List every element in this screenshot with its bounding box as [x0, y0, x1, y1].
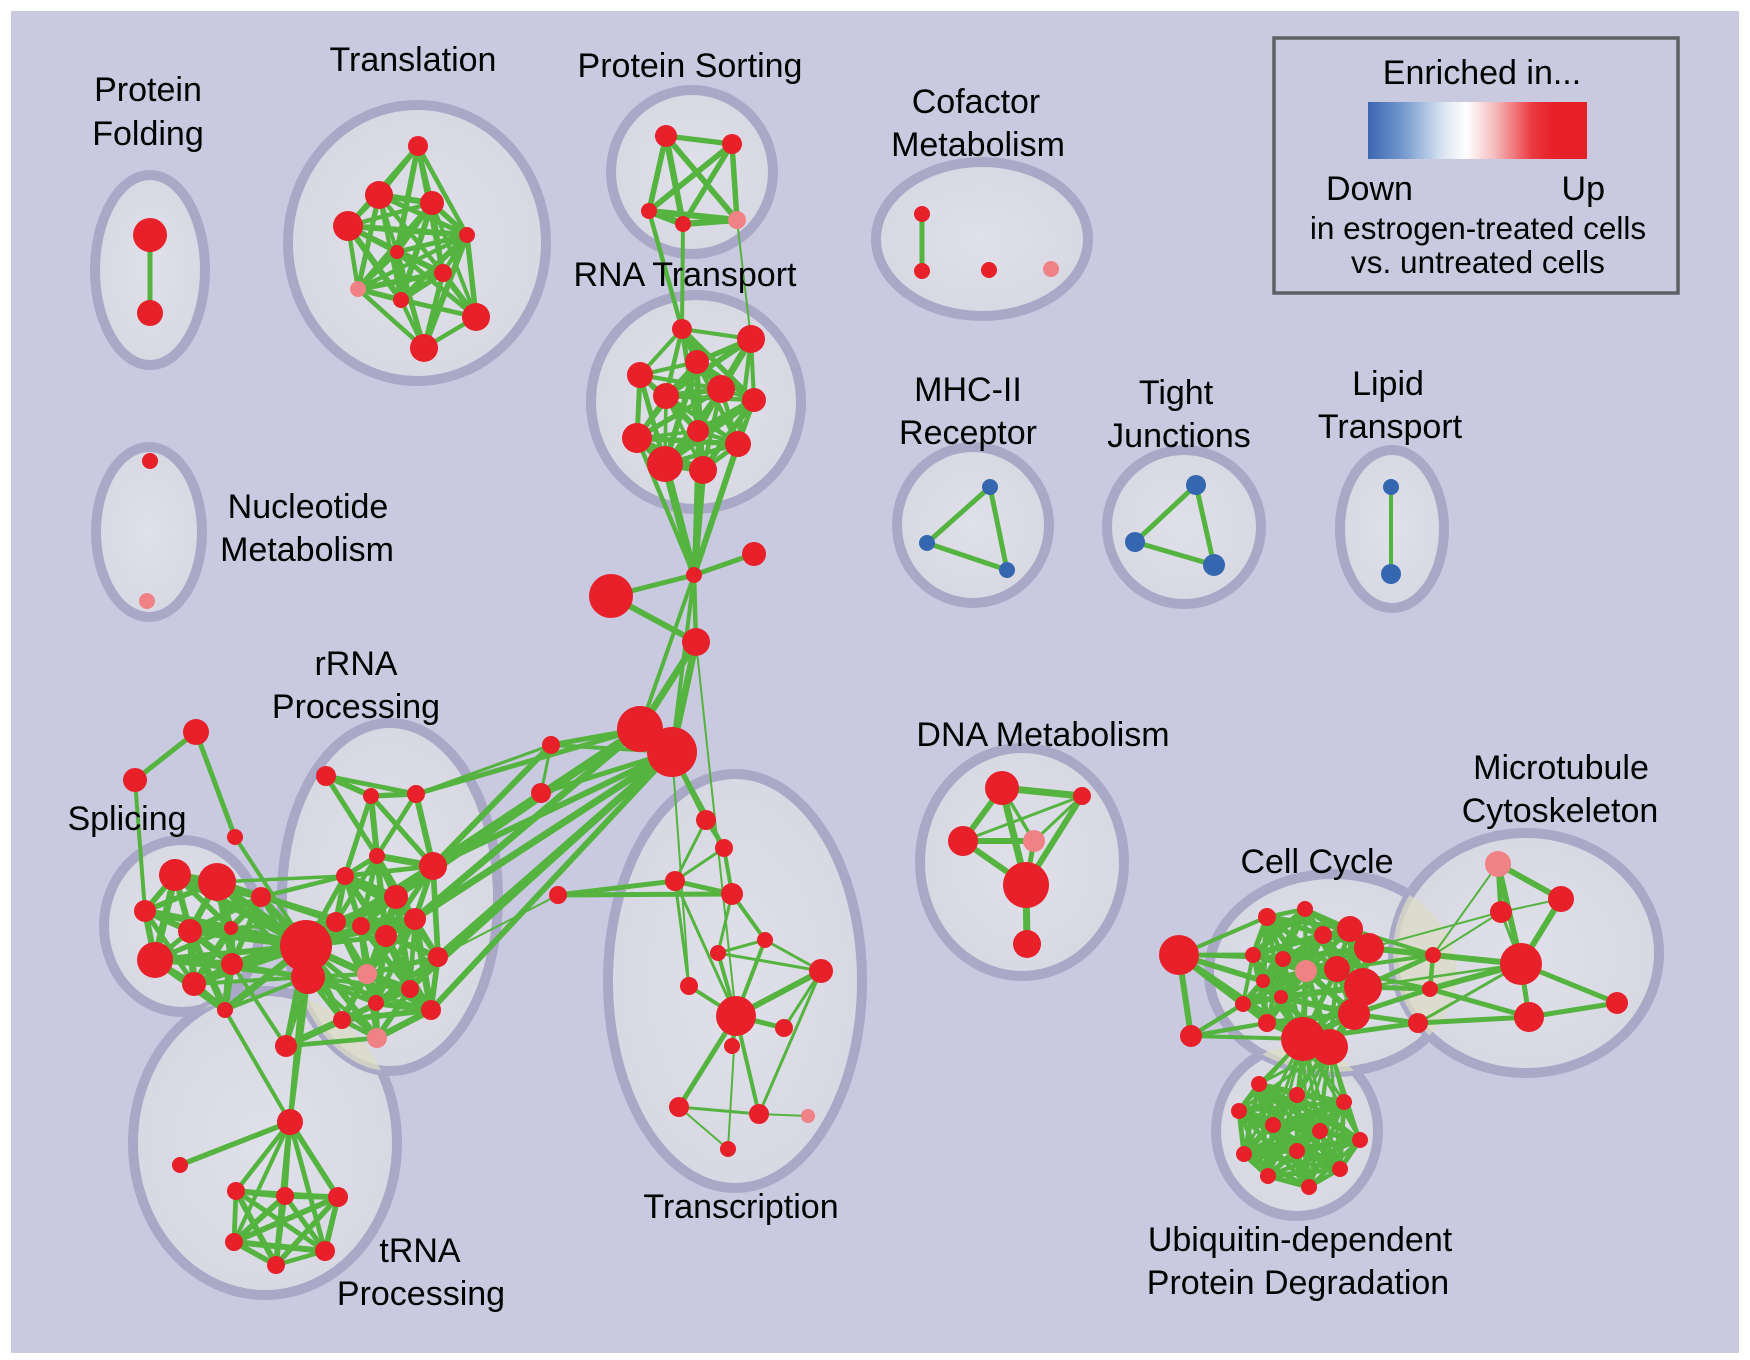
- svg-text:RNA Transport: RNA Transport: [574, 256, 798, 294]
- svg-text:Processing: Processing: [272, 688, 440, 726]
- svg-text:Processing: Processing: [337, 1275, 505, 1313]
- svg-text:Junctions: Junctions: [1107, 417, 1251, 455]
- svg-text:Metabolism: Metabolism: [891, 126, 1065, 164]
- svg-text:Lipid: Lipid: [1352, 365, 1424, 403]
- svg-text:Translation: Translation: [330, 41, 497, 79]
- svg-text:Transcription: Transcription: [643, 1188, 838, 1226]
- svg-text:Cell Cycle: Cell Cycle: [1240, 843, 1393, 881]
- svg-text:Cofactor: Cofactor: [912, 83, 1041, 121]
- svg-text:tRNA: tRNA: [379, 1232, 461, 1270]
- svg-text:vs. untreated cells: vs. untreated cells: [1351, 244, 1605, 280]
- svg-text:Folding: Folding: [92, 115, 204, 153]
- svg-text:Up: Up: [1562, 170, 1605, 208]
- svg-text:Ubiquitin-dependent: Ubiquitin-dependent: [1148, 1221, 1453, 1259]
- svg-text:Tight: Tight: [1139, 374, 1214, 412]
- svg-text:Enriched in...: Enriched in...: [1383, 54, 1581, 92]
- svg-text:Protein Degradation: Protein Degradation: [1147, 1264, 1449, 1302]
- svg-text:Protein: Protein: [94, 71, 202, 109]
- svg-text:Microtubule: Microtubule: [1473, 749, 1649, 787]
- svg-text:Protein Sorting: Protein Sorting: [578, 47, 803, 85]
- svg-text:Splicing: Splicing: [67, 800, 186, 838]
- svg-text:rRNA: rRNA: [314, 645, 397, 683]
- svg-text:MHC-II: MHC-II: [914, 371, 1022, 409]
- svg-text:Cytoskeleton: Cytoskeleton: [1462, 792, 1659, 830]
- svg-text:Down: Down: [1326, 170, 1413, 208]
- svg-text:in estrogen-treated cells: in estrogen-treated cells: [1310, 210, 1646, 246]
- svg-text:Transport: Transport: [1318, 408, 1463, 446]
- svg-text:Metabolism: Metabolism: [220, 531, 394, 569]
- svg-text:DNA Metabolism: DNA Metabolism: [916, 716, 1169, 754]
- svg-text:Receptor: Receptor: [899, 414, 1037, 452]
- svg-text:Nucleotide: Nucleotide: [228, 488, 389, 526]
